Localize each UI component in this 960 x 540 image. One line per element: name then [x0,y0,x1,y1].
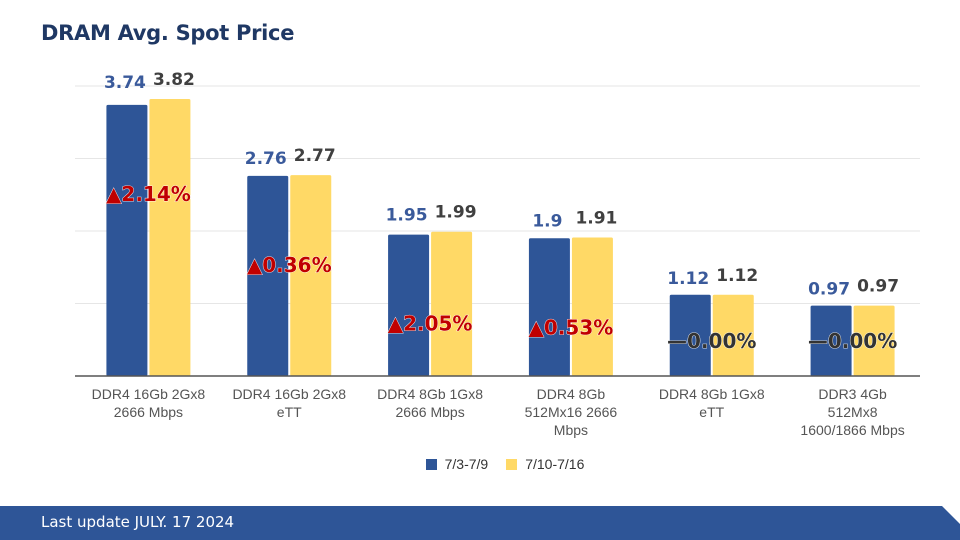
x-tick-label: DDR3 4Gb [818,386,887,402]
data-label-2: 1.99 [435,203,477,223]
x-tick-label: DDR4 8Gb 1Gx8 [659,386,765,402]
bar-1 [247,175,289,376]
change-label: ▲2.14% [106,182,191,206]
legend-swatch-series-2 [506,458,518,470]
bar-2 [431,231,473,376]
legend-label-series-2: 7/10-7/16 [525,456,585,472]
legend-item-series-2: 7/10-7/16 [506,456,584,472]
x-tick-label: eTT [699,404,724,420]
bar-1 [388,234,430,376]
change-label: —0.00% [808,329,897,353]
change-label: ▲0.53% [529,315,614,339]
x-tick-label: Mbps [554,422,588,438]
bar-1 [528,238,570,376]
data-label-1: 1.95 [386,206,428,226]
bar-2 [853,305,895,376]
data-label-2: 0.97 [857,277,899,297]
legend-item-series-1: 7/3-7/9 [425,456,489,472]
x-tick-label: 2666 Mbps [395,404,464,420]
data-label-1: 3.74 [104,73,146,93]
last-update-text: Last update JULY. 17 2024 [41,513,235,531]
bar-1 [810,305,852,376]
change-label: ▲2.05% [388,312,473,336]
x-tick-label: eTT [277,404,302,420]
x-tick-label: 512Mx8 [828,404,878,420]
data-label-2: 1.12 [716,266,758,286]
x-tick-label: 2666 Mbps [114,404,183,420]
bar-2 [571,237,613,376]
bar-2 [290,175,332,376]
change-label: ▲0.36% [247,253,332,277]
x-tick-label: DDR4 8Gb [537,386,606,402]
data-label-2: 2.77 [294,146,336,166]
x-tick-label: DDR4 16Gb 2Gx8 [92,386,206,402]
data-label-1: 2.76 [245,149,287,169]
legend: 7/3-7/9 7/10-7/16 [25,456,960,472]
data-label-2: 3.82 [153,70,195,90]
x-tick-label: DDR4 16Gb 2Gx8 [232,386,346,402]
bar-1 [669,294,711,376]
change-label: —0.00% [667,329,756,353]
legend-swatch-series-1 [425,458,437,470]
data-label-1: 0.97 [808,280,850,300]
data-label-1: 1.12 [667,269,709,289]
data-label-2: 1.91 [575,209,617,229]
page-title: DRAM Avg. Spot Price [41,21,295,45]
x-tick-label: 512Mx16 2666 [525,404,618,420]
footer-band [0,506,960,540]
bar-2 [712,294,754,376]
data-label-1: 1.9 [532,212,562,232]
x-tick-label: DDR4 8Gb 1Gx8 [377,386,483,402]
bar-1 [106,104,148,376]
legend-label-series-1: 7/3-7/9 [444,456,489,472]
bar-2 [149,99,191,377]
x-tick-label: 1600/1866 Mbps [800,422,904,438]
